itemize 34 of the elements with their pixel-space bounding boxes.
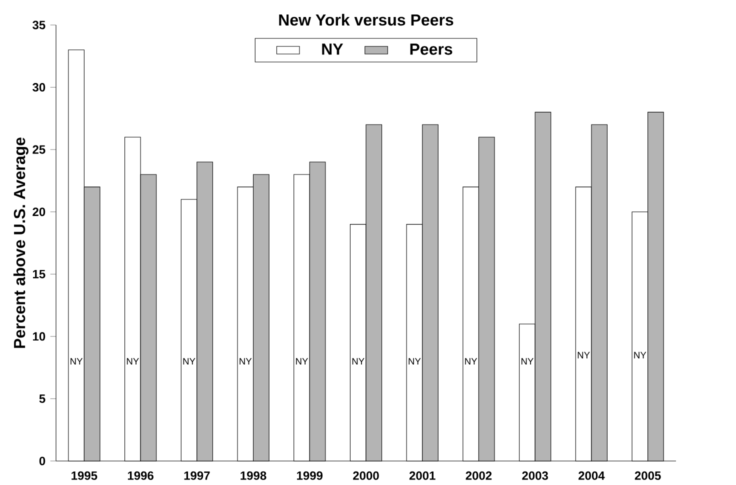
y-tick-label: 10 bbox=[33, 332, 46, 341]
annotation: NY bbox=[521, 358, 534, 365]
annotation: NY bbox=[578, 352, 590, 358]
annotation: NY bbox=[408, 358, 421, 365]
annotation: NY bbox=[240, 358, 252, 365]
y-tick-label: 15 bbox=[33, 270, 46, 278]
annotation: NY bbox=[70, 358, 83, 365]
y-tick-label: 20 bbox=[32, 208, 46, 216]
x-tick-label: 2002 bbox=[466, 471, 492, 480]
x-tick-label: 2001 bbox=[409, 471, 436, 480]
legend-label: Peers bbox=[410, 44, 452, 55]
x-tick-label: 2000 bbox=[353, 471, 379, 480]
annotation: NY bbox=[634, 352, 646, 358]
x-tick-label: 1996 bbox=[128, 471, 154, 480]
annotation: NY bbox=[352, 358, 364, 365]
annotation: NY bbox=[296, 358, 308, 365]
y-tick-label: 0 bbox=[39, 456, 46, 466]
y-axis-title: Percent above U.S. Average bbox=[13, 138, 28, 348]
x-tick-label: 2003 bbox=[522, 471, 548, 480]
x-tick-label: 1999 bbox=[297, 471, 323, 480]
y-tick-label: 5 bbox=[39, 394, 46, 403]
annotation: NY bbox=[465, 358, 478, 365]
y-tick-label: 35 bbox=[32, 20, 46, 30]
x-tick-label: 1997 bbox=[184, 471, 210, 480]
y-tick-label: 25 bbox=[32, 145, 46, 154]
x-tick-label: 2004 bbox=[578, 471, 605, 480]
x-tick-label: 1998 bbox=[240, 471, 266, 480]
x-tick-label: 2005 bbox=[634, 471, 661, 480]
annotation: NY bbox=[126, 358, 139, 365]
annotation: NY bbox=[183, 358, 196, 365]
chart-title: New York versus Peers bbox=[279, 14, 454, 26]
legend-label: NY bbox=[322, 44, 344, 55]
y-tick-label: 30 bbox=[32, 83, 46, 92]
x-tick-label: 1995 bbox=[72, 471, 98, 480]
